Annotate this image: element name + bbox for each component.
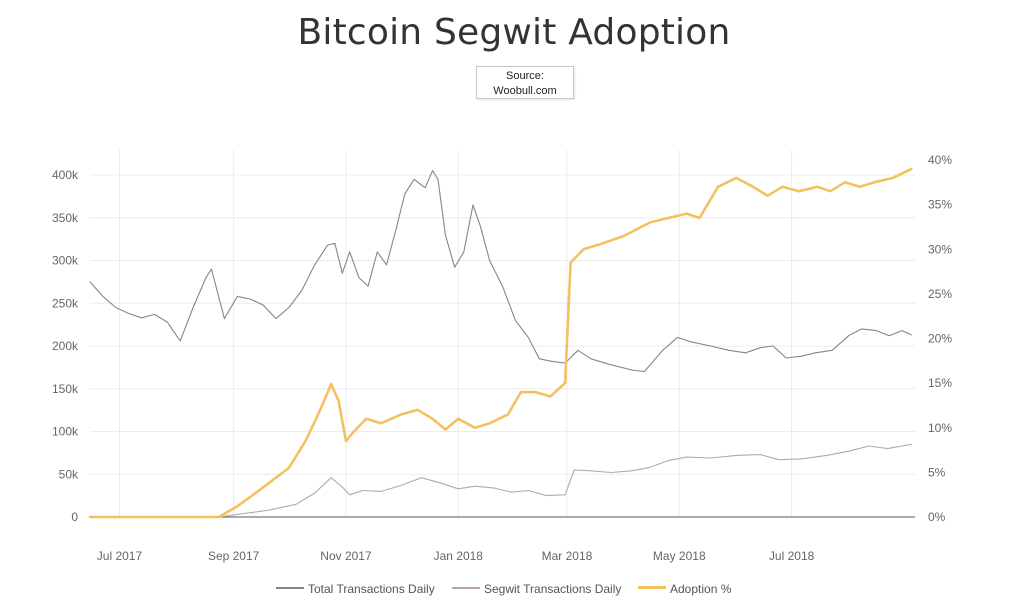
y-left-tick-label: 200k <box>52 339 79 353</box>
legend-label-total: Total Transactions Daily <box>308 582 435 596</box>
y-right-tick-label: 0% <box>928 510 946 524</box>
legend: Total Transactions Daily Segwit Transact… <box>0 582 1028 600</box>
y-right-tick-label: 5% <box>928 465 946 479</box>
y-right-tick-label: 25% <box>928 287 952 301</box>
legend-swatch-total <box>276 586 304 589</box>
source-box: Source: Woobull.com <box>476 66 574 99</box>
y-left-tick-label: 400k <box>52 168 79 182</box>
y-right-tick-label: 35% <box>928 198 952 212</box>
series-segwit-transactions <box>89 443 912 518</box>
y-left-tick-label: 50k <box>59 467 79 481</box>
y-right-tick-label: 30% <box>928 242 952 256</box>
legend-item-segwit-transactions[interactable]: Segwit Transactions Daily <box>452 582 621 596</box>
y-left-tick-label: 300k <box>52 254 79 268</box>
legend-item-adoption[interactable]: Adoption % <box>638 582 731 596</box>
legend-swatch-segwit <box>452 586 480 589</box>
legend-label-adoption: Adoption % <box>670 582 732 596</box>
chart-title: Bitcoin Segwit Adoption <box>297 12 731 53</box>
y-left-tick-label: 250k <box>52 296 79 310</box>
series-adoption <box>88 167 913 519</box>
legend-label-segwit: Segwit Transactions Daily <box>484 582 622 596</box>
x-tick-label: May 2018 <box>653 549 706 563</box>
x-tick-label: Jul 2018 <box>769 549 815 563</box>
series-total-transactions <box>89 170 912 373</box>
x-tick-label: Nov 2017 <box>320 549 372 563</box>
y-left-tick-label: 0 <box>71 510 78 524</box>
y-right-tick-label: 10% <box>928 421 952 435</box>
y-right-tick-label: 40% <box>928 153 952 167</box>
x-tick-label: Jan 2018 <box>434 549 484 563</box>
source-name: Woobull.com <box>493 85 557 97</box>
y-left-tick-label: 150k <box>52 382 79 396</box>
y-left-tick-label: 350k <box>52 211 79 225</box>
y-left-tick-label: 100k <box>52 425 79 439</box>
x-tick-label: Sep 2017 <box>208 549 260 563</box>
legend-item-total-transactions[interactable]: Total Transactions Daily <box>276 582 435 596</box>
x-tick-label: Jul 2017 <box>97 549 143 563</box>
y-right-tick-label: 20% <box>928 332 952 346</box>
x-tick-label: Mar 2018 <box>542 549 593 563</box>
source-label: Source: <box>506 70 544 82</box>
legend-swatch-adoption <box>638 586 666 590</box>
y-right-tick-label: 15% <box>928 376 952 390</box>
